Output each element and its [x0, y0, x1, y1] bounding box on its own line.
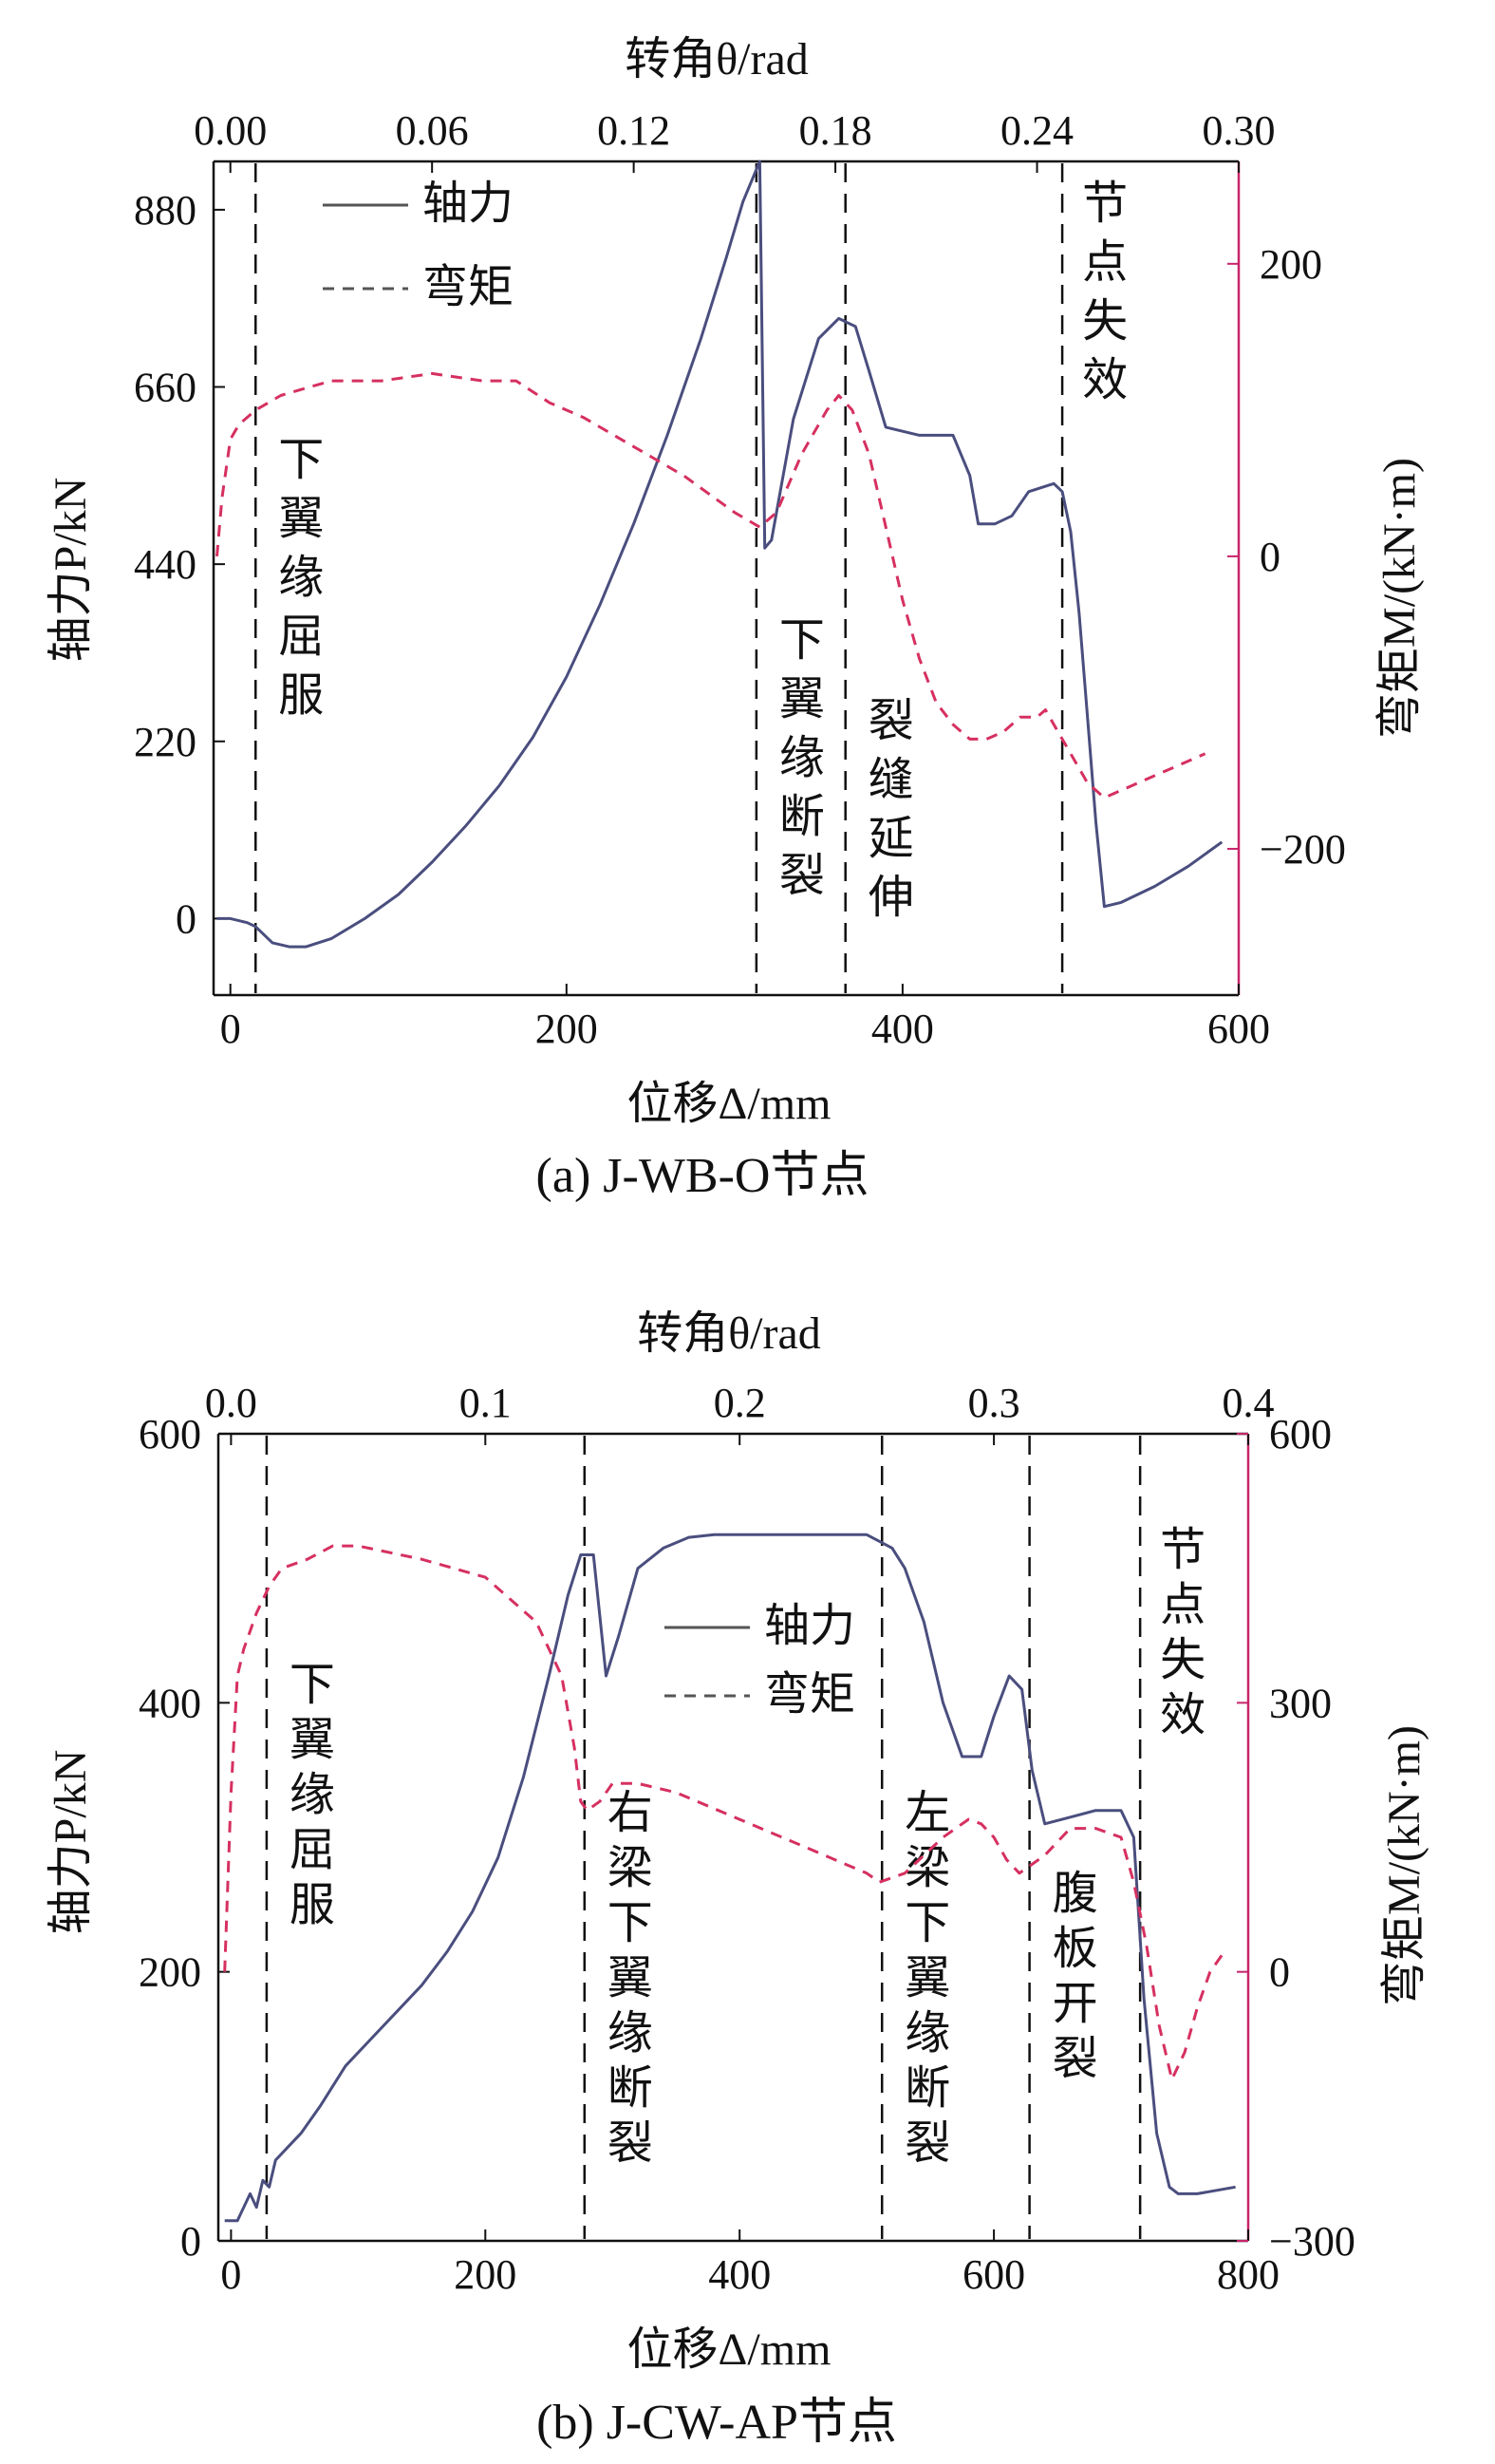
chart-a-x2-tick-label: 0.12 — [597, 107, 670, 154]
chart-b-y-tick-label: 200 — [139, 1949, 201, 1996]
chart-b: 0 200 400 600 800 0.0 0.1 0.2 0.3 0.4 0 200 400 600 −3… — [46, 1308, 1430, 2450]
chart-a: 0 200 400 600 0.00 0.06 0.12 0.18 0.24 0.30 0 220 44… — [46, 34, 1425, 1203]
chart-b-y2-tick-label: 0 — [1269, 1949, 1290, 1996]
chart-a-x-tick-label: 400 — [871, 1006, 934, 1052]
chart-a-x2-tick-label: 0.18 — [799, 107, 872, 154]
chart-a-series-axial-line — [216, 160, 1224, 949]
chart-b-x2-tick-label: 0.3 — [968, 1380, 1020, 1426]
chart-b-x-label: 位移Δ/mm — [627, 2324, 832, 2375]
chart-b-event-label: 右梁下翼缘断裂 — [607, 1788, 653, 2169]
chart-a-legend-entry: 弯矩 — [422, 262, 514, 312]
chart-b-x2-tick-label: 0.1 — [459, 1380, 512, 1426]
chart-a-y-tick-label: 440 — [134, 541, 196, 588]
chart-b-y2-label: 弯矩M/(kN·m) — [1379, 1725, 1430, 2006]
chart-a-y-tick-label: 880 — [134, 187, 196, 234]
chart-a-x-label: 位移Δ/mm — [627, 1079, 832, 1129]
chart-b-x2-label: 转角θ/rad — [637, 1308, 821, 1359]
chart-b-x-tick-label: 800 — [1217, 2251, 1280, 2298]
chart-b-x-tick-label: 400 — [708, 2251, 771, 2298]
chart-b-y-tick-label: 0 — [180, 2218, 201, 2265]
chart-b-y2-tick-label: −300 — [1269, 2218, 1355, 2265]
chart-a-x2-tick-label: 0.06 — [396, 107, 469, 154]
chart-a-y-tick-label: 660 — [134, 365, 196, 411]
chart-b-event-label: 节点失效 — [1160, 1525, 1205, 1740]
chart-a-y2-tick-label: 200 — [1260, 241, 1322, 288]
chart-b-y2-tick-label: 600 — [1269, 1411, 1332, 1458]
chart-b-x-tick-label: 600 — [962, 2251, 1025, 2298]
chart-a-event-label: 下翼缘断裂 — [779, 615, 825, 901]
chart-b-y-label: 轴力P/kN — [46, 1750, 96, 1935]
chart-a-y2-label: 弯矩M/(kN·m) — [1374, 458, 1425, 739]
chart-a-series-moment-line — [215, 371, 1206, 799]
chart-a-event-label: 节点失效 — [1082, 179, 1128, 405]
chart-a-y-tick-label: 220 — [134, 719, 196, 765]
chart-a-event-label: 下翼缘屈服 — [278, 435, 324, 721]
chart-b-y2-tick-label: 300 — [1269, 1680, 1332, 1726]
chart-b-event-label: 下翼缘屈服 — [290, 1660, 335, 1930]
chart-a-x-tick-label: 600 — [1207, 1006, 1270, 1052]
chart-a-y-tick-label: 0 — [176, 895, 196, 942]
chart-b-x2-tick-label: 0.4 — [1223, 1380, 1275, 1426]
chart-a-y2-tick-label: 0 — [1260, 534, 1280, 580]
chart-a-caption: (a) J-WB-O节点 — [536, 1149, 869, 1203]
chart-a-x2-label: 转角θ/rad — [625, 34, 809, 85]
chart-a-x-tick-label: 200 — [535, 1006, 598, 1052]
chart-b-event-label: 左梁下翼缘断裂 — [905, 1788, 950, 2169]
chart-a-legend-entry: 轴力 — [422, 179, 514, 229]
chart-b-x-tick-label: 0 — [220, 2251, 241, 2298]
chart-a-y-label: 轴力P/kN — [46, 478, 96, 663]
chart-a-event-label: 裂缝延伸 — [869, 696, 914, 923]
chart-b-series-axial-line — [224, 1533, 1236, 2223]
chart-b-x-tick-label: 200 — [454, 2251, 516, 2298]
chart-a-x-tick-label: 0 — [220, 1006, 241, 1052]
chart-b-x2-tick-label: 0.0 — [205, 1380, 257, 1426]
chart-a-x2-tick-label: 0.24 — [1000, 107, 1074, 154]
chart-b-y-tick-label: 600 — [139, 1411, 201, 1458]
chart-b-x2-tick-label: 0.2 — [714, 1380, 766, 1426]
chart-a-x2-tick-label: 0.00 — [194, 107, 267, 154]
chart-a-y2-tick-label: −200 — [1260, 826, 1346, 873]
chart-b-series-moment-line — [223, 1544, 1224, 2081]
chart-a-x2-tick-label: 0.30 — [1203, 107, 1276, 154]
chart-b-event-label: 腹板开裂 — [1053, 1869, 1098, 2084]
chart-b-caption: (b) J-CW-AP节点 — [536, 2396, 897, 2450]
chart-b-legend-entry: 轴力 — [764, 1601, 855, 1651]
chart-b-legend-entry: 弯矩 — [764, 1669, 855, 1720]
chart-b-y-tick-label: 400 — [139, 1680, 201, 1726]
